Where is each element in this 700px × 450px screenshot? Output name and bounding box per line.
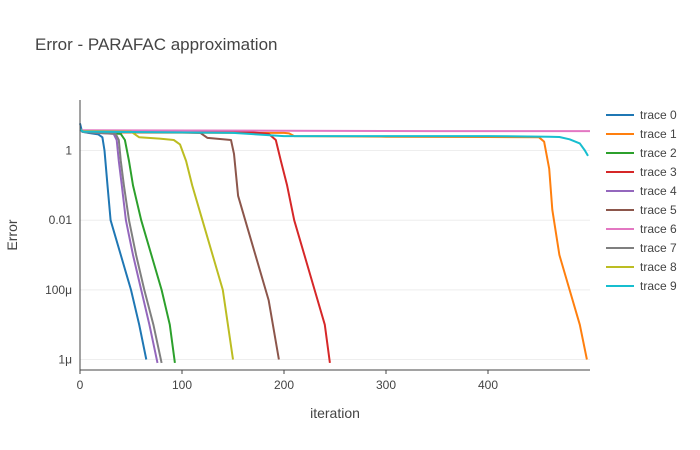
chart-title: Error - PARAFAC approximation	[35, 35, 277, 54]
series-line-7	[79, 128, 163, 364]
legend-label: trace 0	[640, 108, 677, 122]
legend: trace 0 trace 1 trace 2 trace 3 trace 4 trace…	[606, 108, 677, 293]
legend-label: trace 6	[640, 222, 677, 236]
x-tick-label: 0	[77, 378, 84, 392]
series-line-6	[79, 128, 590, 133]
series-line-0	[79, 123, 148, 360]
series-line-9	[79, 128, 589, 157]
legend-label: trace 5	[640, 203, 677, 217]
x-tick-label: 300	[376, 378, 396, 392]
y-tick-label: 0.01	[49, 213, 73, 227]
series-line-1	[79, 128, 588, 360]
y-tick-label: 1μ	[58, 353, 72, 367]
series-line-8	[79, 128, 234, 360]
legend-label: trace 4	[640, 184, 677, 198]
series-line-5	[79, 128, 280, 360]
y-axis-title: Error	[4, 219, 20, 250]
x-tick-label: 100	[172, 378, 192, 392]
y-tick-label: 1	[65, 144, 72, 158]
y-tick-label: 100μ	[45, 283, 72, 297]
legend-label: trace 9	[640, 279, 677, 293]
legend-label: trace 2	[640, 146, 677, 160]
tick-labels: 1 0.01 100μ 1μ 0 100 200 300 400	[45, 144, 498, 392]
axes	[79, 100, 590, 374]
series-line-2	[79, 128, 176, 364]
legend-label: trace 1	[640, 127, 677, 141]
legend-label: trace 8	[640, 260, 677, 274]
grid-lines	[80, 150, 590, 361]
x-tick-label: 400	[478, 378, 498, 392]
x-axis-title: iteration	[310, 405, 360, 421]
series-lines	[79, 123, 590, 364]
legend-label: trace 3	[640, 165, 677, 179]
legend-label: trace 7	[640, 241, 677, 255]
x-tick-label: 200	[274, 378, 294, 392]
